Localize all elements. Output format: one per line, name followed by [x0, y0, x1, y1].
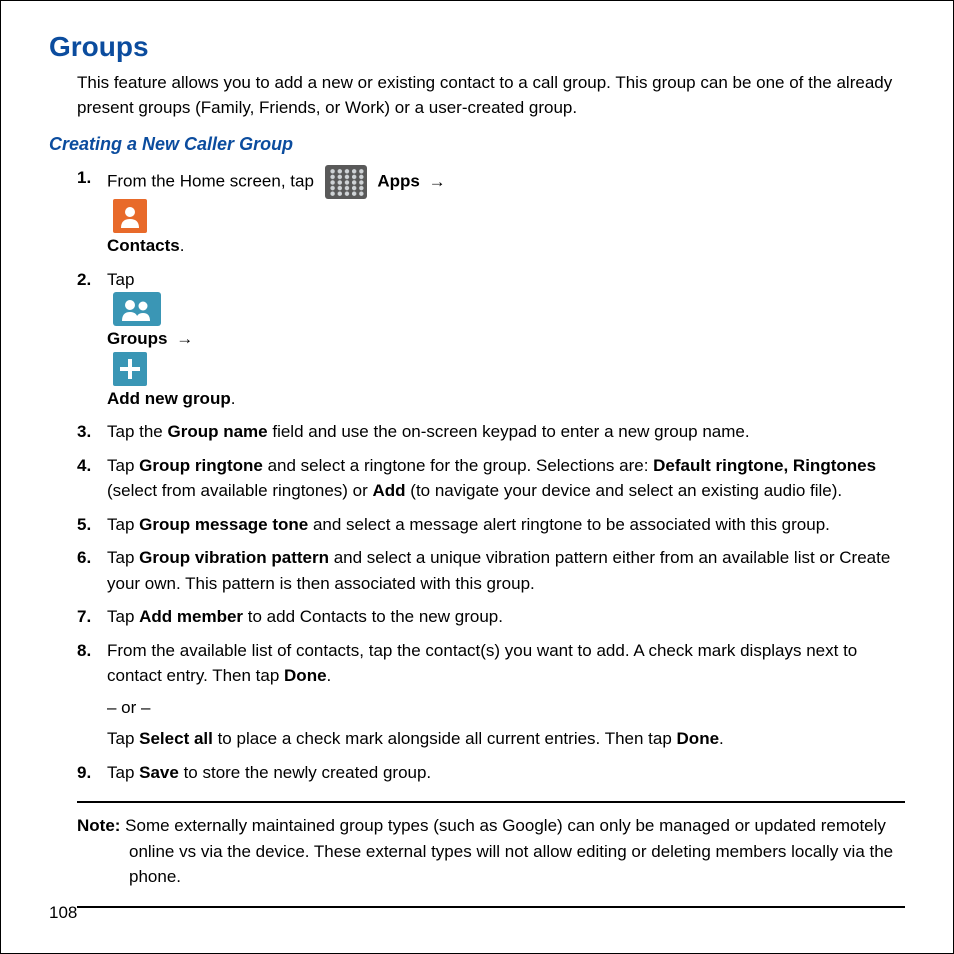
period: . [180, 236, 185, 255]
t: field and use the on-screen keypad to en… [268, 422, 750, 441]
arrow-icon: → [176, 329, 193, 348]
or-separator: – or – [107, 695, 905, 721]
t: (select from available ringtones) or [107, 481, 373, 500]
t: . [719, 729, 724, 748]
step-9: Tap Save to store the newly created grou… [77, 760, 905, 786]
default-ringtone-label: Default ringtone, Ringtones [653, 456, 876, 475]
group-name-label: Group name [168, 422, 268, 441]
step-1: From the Home screen, tap Apps → Contact… [77, 165, 905, 259]
t: Tap [107, 763, 139, 782]
group-vibration-label: Group vibration pattern [139, 548, 329, 567]
t: to store the newly created group. [179, 763, 431, 782]
period: . [231, 389, 236, 408]
step-text: Tap [107, 270, 134, 289]
note-label: Note: [77, 816, 120, 835]
groups-label: Groups [107, 329, 167, 348]
step-8-alt: Tap Select all to place a check mark alo… [107, 726, 905, 752]
contacts-label: Contacts [107, 236, 180, 255]
t: . [327, 666, 332, 685]
t: to place a check mark alongside all curr… [213, 729, 677, 748]
steps-list: From the Home screen, tap Apps → Contact… [77, 165, 905, 785]
t: (to navigate your device and select an e… [406, 481, 843, 500]
group-message-tone-label: Group message tone [139, 515, 308, 534]
divider-bottom [77, 906, 905, 908]
done-label: Done [284, 666, 327, 685]
groups-icon [113, 292, 161, 326]
t: Tap [107, 515, 139, 534]
add-member-label: Add member [139, 607, 243, 626]
step-6: Tap Group vibration pattern and select a… [77, 545, 905, 596]
t: Tap [107, 456, 139, 475]
plus-icon [113, 352, 147, 386]
t: and select a message alert ringtone to b… [308, 515, 830, 534]
t: From the available list of contacts, tap… [107, 641, 857, 686]
step-7: Tap Add member to add Contacts to the ne… [77, 604, 905, 630]
apps-label: Apps [377, 172, 420, 191]
step-5: Tap Group message tone and select a mess… [77, 512, 905, 538]
t: and select a ringtone for the group. Sel… [263, 456, 653, 475]
section-heading: Groups [49, 31, 905, 63]
save-label: Save [139, 763, 179, 782]
intro-paragraph: This feature allows you to add a new or … [77, 71, 905, 120]
step-3: Tap the Group name field and use the on-… [77, 419, 905, 445]
note-text: Some externally maintained group types (… [120, 816, 893, 886]
add-label: Add [373, 481, 406, 500]
t: Tap [107, 548, 139, 567]
subsection-heading: Creating a New Caller Group [49, 134, 905, 155]
t: Tap [107, 607, 139, 626]
group-ringtone-label: Group ringtone [139, 456, 263, 475]
add-new-group-label: Add new group [107, 389, 231, 408]
t: Tap [107, 729, 139, 748]
note-paragraph: Note: Some externally maintained group t… [77, 813, 905, 890]
divider-top [77, 801, 905, 803]
t: Tap the [107, 422, 168, 441]
t: to add Contacts to the new group. [243, 607, 503, 626]
apps-icon [325, 165, 367, 199]
step-4: Tap Group ringtone and select a ringtone… [77, 453, 905, 504]
manual-page: Groups This feature allows you to add a … [0, 0, 954, 954]
page-number: 108 [49, 903, 77, 923]
step-2: Tap Groups → Add new group. [77, 267, 905, 412]
step-8: From the available list of contacts, tap… [77, 638, 905, 752]
done-label: Done [677, 729, 720, 748]
step-text: From the Home screen, tap [107, 172, 319, 191]
arrow-icon: → [429, 172, 446, 191]
select-all-label: Select all [139, 729, 213, 748]
contacts-icon [113, 199, 147, 233]
